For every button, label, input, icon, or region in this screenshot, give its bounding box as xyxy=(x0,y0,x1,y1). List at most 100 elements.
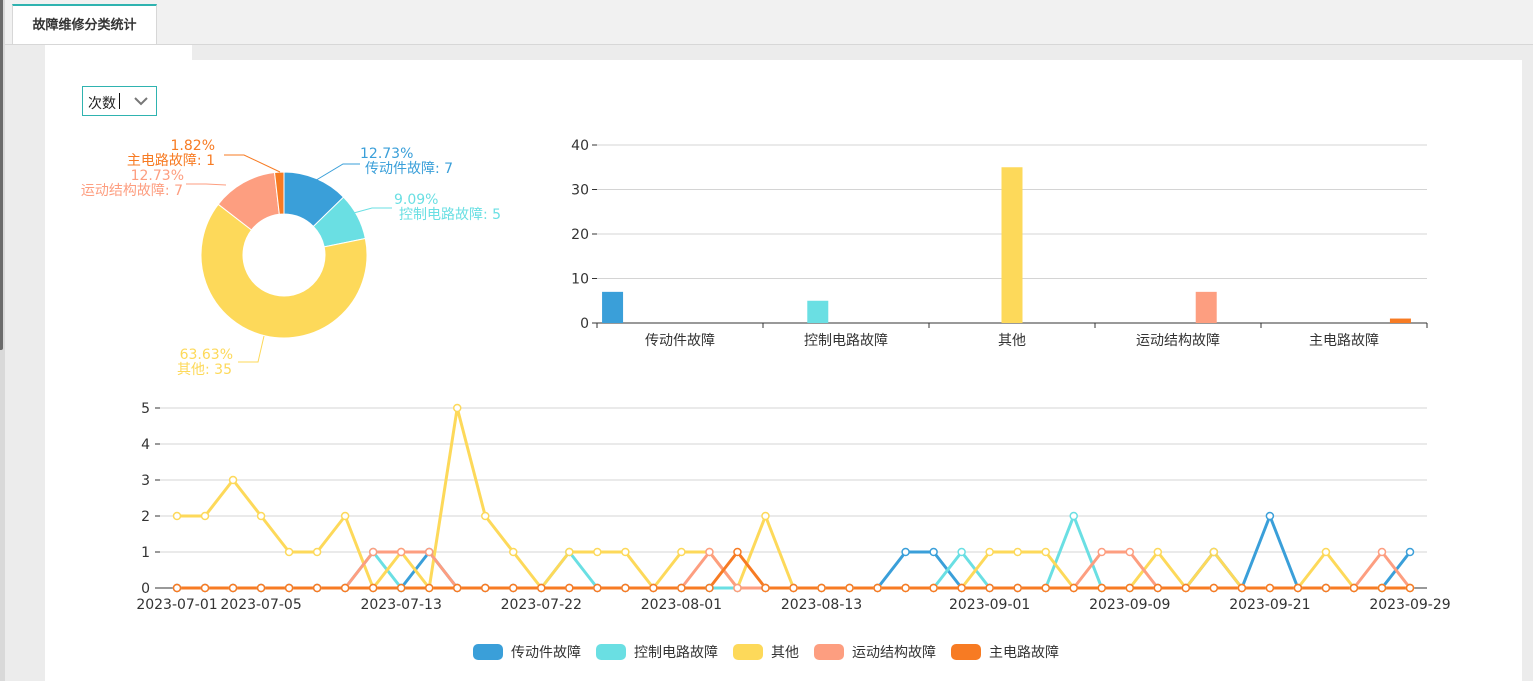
pie-name-label: 主电路故障: 1 xyxy=(127,153,215,169)
line-point xyxy=(1013,547,1022,557)
line-point xyxy=(481,511,490,521)
bar-xtick-label: 传动件故障 xyxy=(645,333,715,349)
line-point xyxy=(761,583,770,593)
pie-name-label: 其他: 35 xyxy=(177,362,232,378)
line-ytick-label: 0 xyxy=(141,581,150,597)
line-point xyxy=(985,583,994,593)
legend-swatch xyxy=(733,644,763,660)
pie-label-line xyxy=(186,183,227,186)
line-point xyxy=(1069,583,1078,593)
pie-label-line xyxy=(224,154,281,173)
line-point xyxy=(200,511,210,521)
bar-xtick-label: 控制电路故障 xyxy=(804,333,888,349)
line-point xyxy=(733,547,742,557)
bar xyxy=(1389,318,1411,323)
line-point xyxy=(200,583,210,593)
metric-select[interactable]: 次数 xyxy=(82,86,157,116)
pie-percent-label: 63.63% xyxy=(180,347,233,363)
line-xtick-label: 2023-07-22 xyxy=(501,597,582,613)
bar-ytick-label: 0 xyxy=(580,316,589,332)
pie-slice xyxy=(200,203,368,339)
line-point xyxy=(1321,547,1331,557)
metric-select-value: 次数 xyxy=(88,96,116,112)
line-point xyxy=(172,511,182,521)
line-xtick-label: 2023-09-29 xyxy=(1369,597,1450,613)
line-point xyxy=(957,547,966,557)
line-point xyxy=(452,583,462,593)
line-point xyxy=(1153,583,1163,593)
line-point xyxy=(817,583,826,593)
pie-slice xyxy=(273,171,285,215)
line-ytick-label: 4 xyxy=(141,437,150,453)
line-point xyxy=(537,583,546,593)
line-point xyxy=(312,583,322,593)
tab-fault-repair-stats[interactable]: 故障维修分类统计 xyxy=(12,4,157,44)
line-point xyxy=(284,583,294,593)
line-point xyxy=(1209,583,1219,593)
line-point xyxy=(677,547,686,557)
line-point xyxy=(1097,547,1106,557)
legend-label: 运动结构故障 xyxy=(852,645,936,661)
line-point xyxy=(929,547,938,557)
line-xtick-label: 2023-07-05 xyxy=(220,597,301,613)
content-panel xyxy=(45,60,1522,681)
line-point xyxy=(1013,583,1022,593)
left-rail xyxy=(0,0,5,681)
bar-ytick-label: 10 xyxy=(571,272,589,288)
legend-label: 其他 xyxy=(771,645,799,661)
legend-swatch xyxy=(814,644,844,660)
line-point xyxy=(340,583,350,593)
line-point xyxy=(901,583,910,593)
pie-percent-label: 1.82% xyxy=(171,138,215,154)
line-point xyxy=(256,583,266,593)
line-point xyxy=(1181,583,1191,593)
line-point xyxy=(593,583,602,593)
line-point xyxy=(1293,583,1303,593)
line-point xyxy=(1349,583,1359,593)
text-cursor xyxy=(119,93,120,109)
pie-percent-label: 9.09% xyxy=(394,192,438,208)
bar xyxy=(1001,167,1023,323)
line-point xyxy=(565,547,574,557)
pie-percent-label: 12.73% xyxy=(360,146,413,162)
line-point xyxy=(621,583,630,593)
line-point xyxy=(368,583,378,593)
line-point xyxy=(985,547,994,557)
legend-label: 主电路故障 xyxy=(989,645,1059,661)
line-series xyxy=(177,406,1410,590)
line-point xyxy=(424,547,434,557)
line-point xyxy=(593,547,602,557)
line-point xyxy=(1041,547,1050,557)
legend-swatch xyxy=(596,644,626,660)
bar xyxy=(602,291,624,323)
line-point xyxy=(368,547,378,557)
pie-percent-label: 12.73% xyxy=(131,168,184,184)
line-xtick-label: 2023-07-01 xyxy=(136,597,217,613)
line-point xyxy=(1153,547,1163,557)
line-point xyxy=(1125,547,1135,557)
line-point xyxy=(396,547,406,557)
pie-label-line xyxy=(312,163,360,183)
line-point xyxy=(1237,583,1247,593)
resize-handle[interactable] xyxy=(0,0,3,350)
line-xtick-label: 2023-08-01 xyxy=(641,597,722,613)
line-xtick-label: 2023-09-09 xyxy=(1089,597,1170,613)
line-point xyxy=(452,403,462,413)
line-point xyxy=(929,583,938,593)
line-point xyxy=(424,583,434,593)
pie-label-line xyxy=(238,335,265,363)
line-point xyxy=(1377,583,1387,593)
pie-label-line xyxy=(349,207,392,215)
line-point xyxy=(901,547,910,557)
line-point xyxy=(284,547,294,557)
bar-ytick-label: 40 xyxy=(571,138,589,154)
line-ytick-label: 3 xyxy=(141,473,150,489)
bar-xtick-label: 主电路故障 xyxy=(1309,333,1379,349)
bar-ytick-label: 20 xyxy=(571,227,589,243)
line-point xyxy=(228,583,238,593)
line-point xyxy=(733,583,742,593)
line-point xyxy=(789,583,798,593)
line-point xyxy=(340,511,350,521)
bar-xtick-label: 其他 xyxy=(998,333,1026,349)
bar-ytick-label: 30 xyxy=(571,183,589,199)
